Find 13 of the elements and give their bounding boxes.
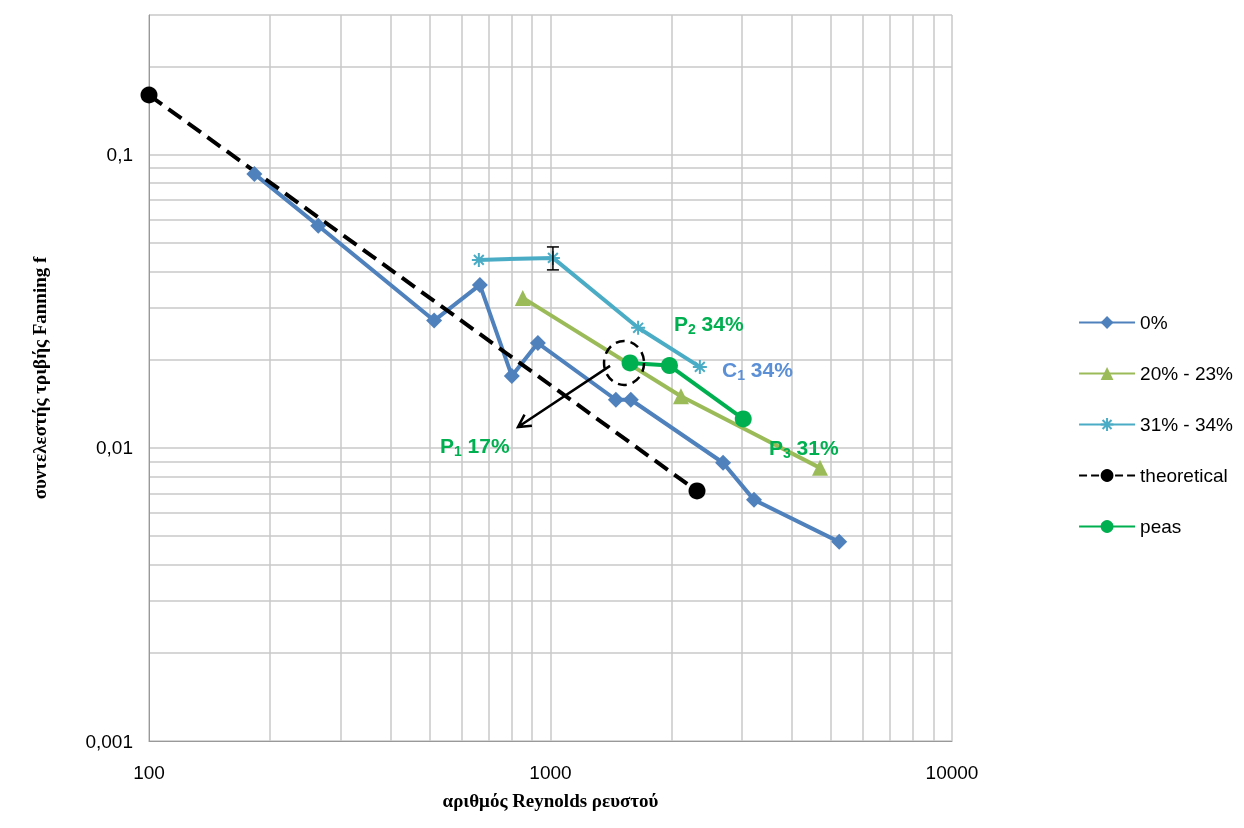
legend-label: theoretical <box>1140 465 1228 486</box>
legend-label: peas <box>1140 516 1182 537</box>
y-tick-label: 0,01 <box>96 437 133 459</box>
legend-label: 0% <box>1140 312 1168 333</box>
legend-label: 31% - 34% <box>1140 414 1234 435</box>
y-tick-label: 0,1 <box>106 144 133 166</box>
x-tick-label: 100 <box>133 762 165 783</box>
x-axis-title: αριθμός Reynolds ρευστού <box>442 790 659 811</box>
x-tick-label: 1000 <box>529 762 572 783</box>
legend-label: 20% - 23% <box>1140 363 1234 384</box>
y-tick-label: 0,001 <box>85 730 133 752</box>
x-tick-label: 10000 <box>925 762 979 783</box>
y-axis-title: συντελεστής τριβής Fanning f <box>29 255 50 500</box>
